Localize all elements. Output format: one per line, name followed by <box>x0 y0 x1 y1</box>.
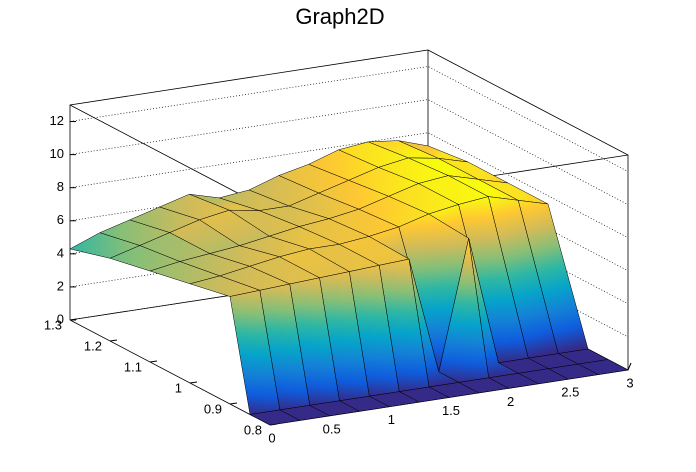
y-axis <box>69 319 271 426</box>
x-tick <box>627 362 632 371</box>
z-tick-label: 4 <box>57 245 64 260</box>
z-tick-label: 0 <box>57 311 64 326</box>
grid-line <box>69 99 629 205</box>
x-tick-label: 3 <box>626 375 633 390</box>
y-tick-label: 1 <box>175 380 182 395</box>
z-tick-label: 6 <box>57 212 64 227</box>
y-tick-label: 1.2 <box>84 338 102 353</box>
x-tick-label: 1.5 <box>442 403 460 418</box>
y-tick-label: 1.3 <box>44 317 62 332</box>
y-tick <box>69 318 78 321</box>
z-tick-label: 2 <box>57 278 64 293</box>
x-tick-label: 2.5 <box>561 385 579 400</box>
y-tick <box>109 339 118 342</box>
y-tick <box>149 360 158 363</box>
x-tick-label: 2 <box>507 394 514 409</box>
x-tick-label: 0.5 <box>323 421 341 436</box>
x-tick-label: 1 <box>388 412 395 427</box>
chart-title: Graph2D <box>295 4 384 29</box>
z-tick-label: 12 <box>50 113 64 128</box>
x-tick-label: 0 <box>268 430 275 445</box>
grid-line <box>69 66 629 172</box>
y-tick-label: 0.8 <box>244 422 262 437</box>
z-tick-label: 10 <box>50 146 64 161</box>
y-tick-label: 1.1 <box>124 359 142 374</box>
z-tick-label: 8 <box>57 179 64 194</box>
grid-line <box>69 132 629 239</box>
y-tick <box>229 402 238 405</box>
y-tick-label: 0.9 <box>204 401 222 416</box>
surface-cell <box>249 409 301 426</box>
y-tick <box>189 381 198 384</box>
